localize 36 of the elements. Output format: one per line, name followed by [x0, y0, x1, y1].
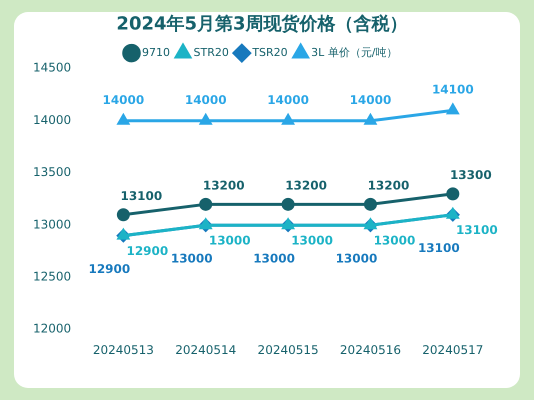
legend-label: 9710 [142, 46, 170, 59]
data-label: 13200 [285, 178, 327, 192]
chart-title: 2024年5月第3周现货价格（含税） [116, 13, 408, 34]
y-tick-label: 12000 [32, 322, 72, 336]
data-label: 13200 [202, 178, 245, 192]
data-label: 13200 [368, 178, 410, 192]
x-tick-label: 20240517 [422, 342, 484, 357]
data-label: 13000 [208, 233, 251, 248]
y-tick-label: 13500 [32, 165, 72, 180]
data-label: 13100 [418, 240, 460, 255]
data-label: 13100 [456, 222, 498, 237]
x-tick-label: 20240515 [258, 342, 319, 357]
y-tick-label: 12500 [32, 270, 72, 284]
x-tick-label: 20240516 [340, 342, 401, 357]
data-label: 13100 [120, 188, 162, 203]
data-label: 13000 [291, 233, 333, 248]
legend-label: 3L 单价（元/吨） [311, 46, 398, 59]
legend-label: TSR20 [251, 46, 288, 59]
legend-label: STR20 [193, 46, 229, 59]
data-label: 13000 [374, 233, 416, 248]
data-label: 12900 [126, 244, 168, 258]
data-label: 12900 [88, 262, 130, 276]
data-label: 13000 [170, 251, 213, 266]
data-label: 14000 [267, 92, 309, 107]
y-tick-label: 13000 [32, 217, 72, 232]
data-label: 13300 [450, 168, 492, 182]
data-label: 14000 [184, 92, 227, 107]
data-label: 14100 [432, 82, 474, 96]
data-label: 13000 [336, 251, 378, 266]
data-label: 14000 [350, 92, 392, 107]
data-label: 13000 [253, 251, 295, 266]
data-label: 14000 [102, 92, 144, 107]
x-tick-label: 20240514 [175, 342, 236, 357]
y-tick-label: 14500 [32, 60, 72, 75]
x-tick-label: 20240513 [92, 342, 154, 357]
y-tick-label: 14000 [32, 112, 72, 127]
